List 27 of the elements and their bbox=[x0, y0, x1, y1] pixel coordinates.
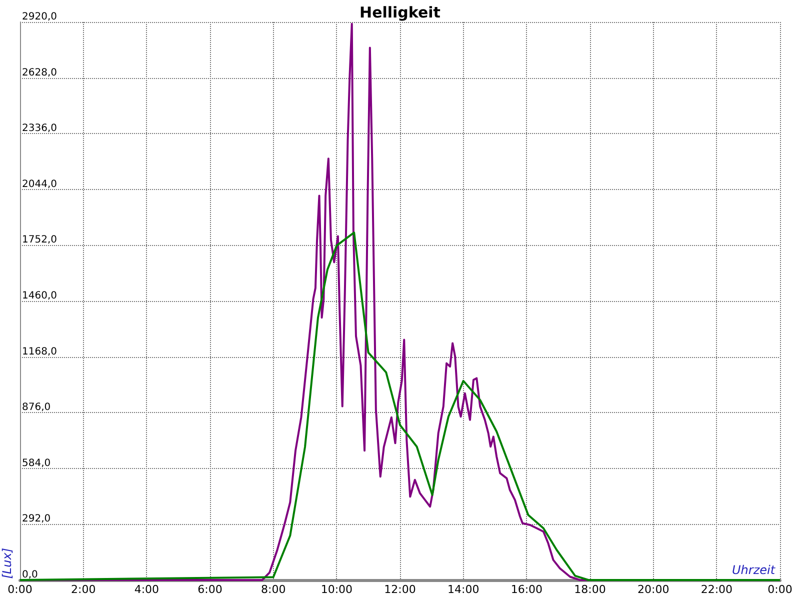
x-tick-label: 10:00 bbox=[320, 583, 353, 596]
x-tick-label: 12:00 bbox=[384, 583, 416, 596]
x-tick-label: 8:00 bbox=[260, 583, 286, 596]
x-tick-label: 22:00 bbox=[700, 583, 733, 596]
y-tick-label: 2044,0 bbox=[22, 178, 57, 190]
y-tick-label: 1460,0 bbox=[22, 290, 57, 302]
x-tick-label: 2:00 bbox=[70, 583, 96, 596]
x-tick-label: 14:00 bbox=[447, 583, 480, 596]
y-tick-label: 1752,0 bbox=[22, 234, 57, 246]
y-tick-label: 1168,0 bbox=[22, 346, 57, 358]
y-tick-label: 0,0 bbox=[22, 570, 38, 580]
x-tick-label: 6:00 bbox=[198, 583, 222, 596]
x-tick-label: 0:00 bbox=[768, 583, 792, 596]
x-tick-label: 16:00 bbox=[510, 583, 543, 596]
x-axis-title: Uhrzeit bbox=[732, 563, 776, 577]
y-axis-title: [Lux] bbox=[0, 548, 14, 579]
y-tick-label: 2336,0 bbox=[22, 123, 57, 134]
x-tick-label: 0:00 bbox=[8, 583, 32, 596]
y-tick-label: 876,0 bbox=[22, 402, 51, 414]
x-tick-label: 4:00 bbox=[134, 583, 160, 596]
y-tick-label: 2920,0 bbox=[22, 12, 57, 22]
chart-title: Helligkeit bbox=[360, 4, 440, 22]
y-tick-label: 292,0 bbox=[22, 514, 51, 525]
y-tick-label: 2628,0 bbox=[22, 67, 57, 78]
x-tick-label: 20:00 bbox=[637, 583, 670, 596]
x-tick-label: 18:00 bbox=[574, 583, 606, 596]
y-tick-label: 584,0 bbox=[22, 458, 51, 469]
